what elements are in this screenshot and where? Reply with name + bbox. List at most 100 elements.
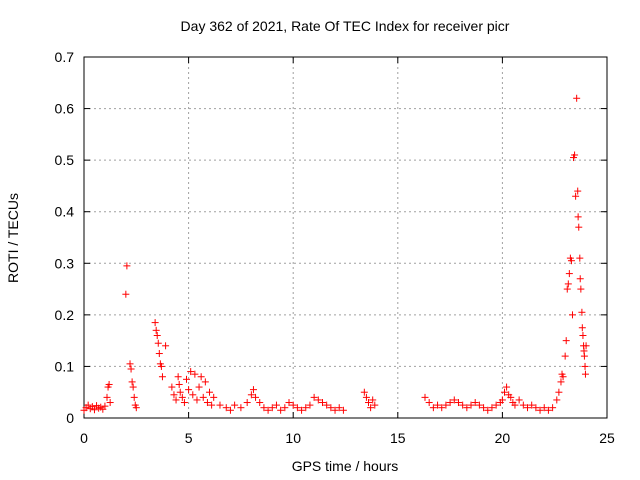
data-point (226, 406, 234, 414)
y-axis-label: ROTI / TECUs (5, 193, 21, 283)
data-point (106, 399, 114, 407)
data-point (101, 402, 109, 410)
data-point (371, 401, 379, 409)
data-point (249, 386, 257, 394)
data-point (126, 360, 134, 368)
data-point (216, 401, 224, 409)
y-tick-label: 0.4 (55, 204, 75, 220)
data-point (129, 383, 137, 391)
data-point (310, 393, 318, 401)
data-point (576, 254, 584, 262)
data-point (574, 213, 582, 221)
data-point (155, 350, 163, 358)
data-point (237, 404, 245, 412)
data-point (277, 406, 285, 414)
data-point (581, 362, 589, 370)
data-point (564, 280, 572, 288)
y-tick-label: 0.6 (55, 101, 75, 117)
data-point (544, 406, 552, 414)
y-tick-labels: 0 0.1 0.2 0.3 0.4 0.5 0.6 0.7 (55, 49, 75, 426)
data-point (201, 378, 209, 386)
data-point (568, 311, 576, 319)
data-point (498, 396, 506, 404)
data-point (222, 404, 230, 412)
data-point (580, 352, 588, 360)
data-point (174, 373, 182, 381)
data-point (130, 393, 138, 401)
data-point (567, 257, 575, 265)
data-point (172, 396, 180, 404)
data-point (264, 406, 272, 414)
data-point (581, 370, 589, 378)
chart-title: Day 362 of 2021, Rate Of TEC Index for r… (181, 18, 510, 34)
data-point (210, 393, 218, 401)
data-point (463, 404, 471, 412)
data-point (318, 399, 326, 407)
data-point (331, 406, 339, 414)
data-point (243, 399, 251, 407)
data-point (323, 401, 331, 409)
data-point (503, 383, 511, 391)
data-points (80, 94, 590, 414)
data-point (105, 380, 113, 388)
data-point (103, 393, 111, 401)
data-point (549, 404, 557, 412)
data-point (293, 404, 301, 412)
data-point (555, 388, 563, 396)
x-tick-labels: 0 5 10 15 20 25 (80, 430, 615, 446)
data-point (256, 399, 264, 407)
data-point (488, 404, 496, 412)
data-point (314, 396, 322, 404)
data-point (298, 406, 306, 414)
data-point (511, 401, 519, 409)
data-point (524, 404, 532, 412)
data-point (484, 406, 492, 414)
data-point (573, 94, 581, 102)
data-point (519, 401, 527, 409)
data-point (191, 370, 199, 378)
data-point (193, 396, 201, 404)
data-point (471, 399, 479, 407)
data-point (438, 404, 446, 412)
data-point (369, 396, 377, 404)
data-point (206, 388, 214, 396)
data-point (176, 388, 184, 396)
data-point (335, 404, 343, 412)
x-tick-label: 10 (285, 430, 301, 446)
data-point (562, 337, 570, 345)
data-point (90, 406, 98, 414)
plot-frame (83, 56, 608, 419)
data-point (553, 396, 561, 404)
x-tick-label: 5 (185, 430, 193, 446)
data-point (515, 396, 523, 404)
data-point (559, 373, 567, 381)
data-point (168, 383, 176, 391)
data-point (459, 401, 467, 409)
data-point (367, 404, 375, 412)
data-point (577, 285, 585, 293)
data-point (429, 404, 437, 412)
data-point (475, 401, 483, 409)
data-point (421, 393, 429, 401)
x-tick-label: 25 (599, 430, 615, 446)
data-point (281, 404, 289, 412)
data-point (442, 401, 450, 409)
data-point (247, 391, 255, 399)
data-point (127, 365, 135, 373)
data-point (532, 404, 540, 412)
data-point (197, 373, 205, 381)
data-point (536, 406, 544, 414)
data-point (339, 406, 347, 414)
data-point (158, 373, 166, 381)
data-point (578, 308, 586, 316)
data-point (571, 151, 579, 159)
data-point (446, 399, 454, 407)
data-point (154, 339, 162, 347)
data-point (572, 192, 580, 200)
data-point (576, 275, 584, 283)
data-point (272, 401, 280, 409)
data-point (151, 319, 159, 327)
data-point (178, 393, 186, 401)
data-point (565, 270, 573, 278)
